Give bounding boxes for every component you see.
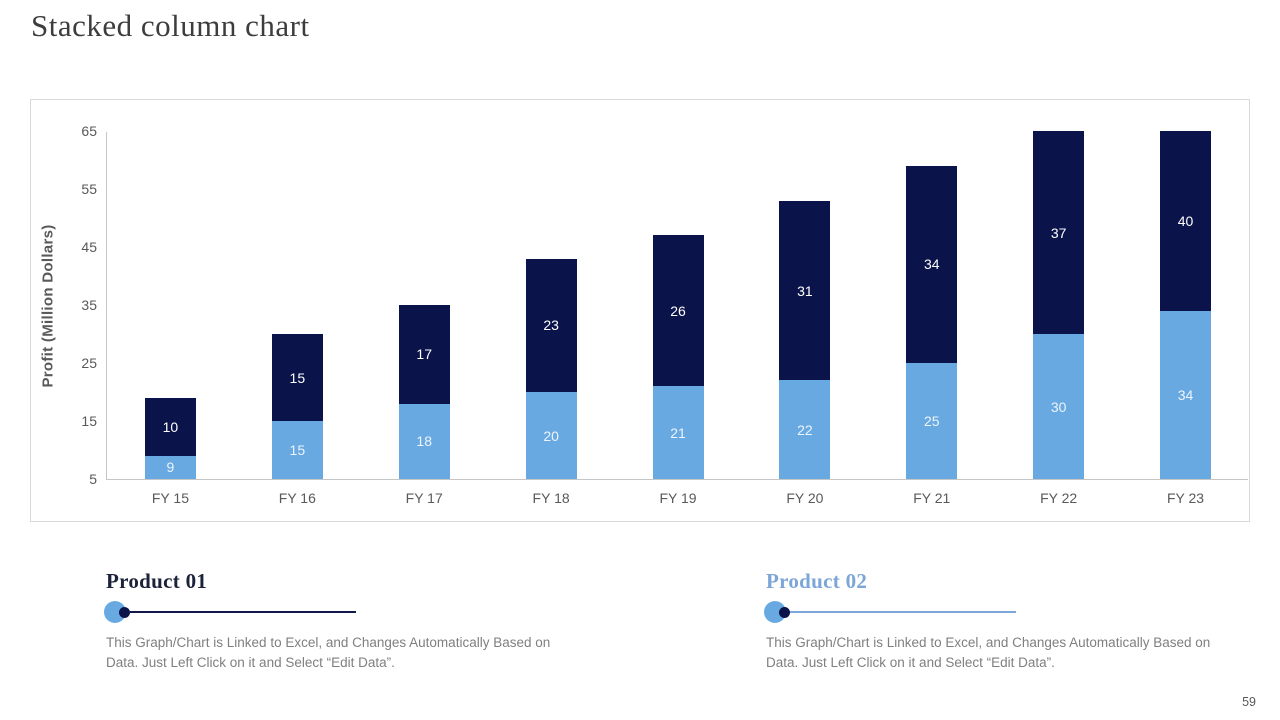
- legend-caption-product-01: This Graph/Chart is Linked to Excel, and…: [106, 635, 551, 670]
- legend-product-01: Product 01 This Graph/Chart is Linked to…: [104, 569, 566, 672]
- bar-segment-product-01: 34: [1160, 310, 1212, 479]
- y-tick-label: 25: [81, 355, 97, 371]
- x-tick-label: FY 16: [278, 490, 316, 506]
- stacked-column-chart[interactable]: Profit (Million Dollars) 5 15 25 35 45 55 65 9 1…: [30, 99, 1250, 522]
- x-tick-label: FY 23: [1166, 490, 1205, 506]
- legend-circle-icon: [764, 601, 786, 623]
- legend-title-product-01: Product 01: [106, 569, 208, 593]
- legend-marker-product-02: [764, 600, 1226, 624]
- bar-segment-product-01: 9: [144, 455, 196, 479]
- page-title: Stacked column chart: [31, 8, 310, 43]
- bar-segment-product-02: 37: [1033, 131, 1085, 334]
- legend-title-product-02: Product 02: [766, 569, 868, 593]
- legend-line: [130, 611, 356, 613]
- x-tick-label: FY 21: [913, 490, 951, 506]
- legend-dot-icon: [119, 606, 130, 618]
- y-tick-label: 35: [81, 297, 97, 313]
- bar-segment-product-01: 18: [398, 403, 450, 479]
- y-tick-label: 45: [81, 239, 97, 255]
- bar-segment-product-02: 23: [525, 258, 577, 392]
- x-tick-label: FY 17: [405, 490, 443, 506]
- bar-segment-product-02: 15: [271, 334, 323, 421]
- legend-circle-icon: [104, 601, 126, 623]
- bar-segment-product-01: 15: [271, 421, 323, 479]
- legend-marker-product-01: [104, 600, 566, 624]
- y-tick-label: 15: [81, 413, 97, 429]
- legend-caption-product-02: This Graph/Chart is Linked to Excel, and…: [766, 635, 1211, 670]
- y-tick-label: 65: [81, 123, 97, 139]
- bar-segment-product-01: 22: [779, 380, 831, 479]
- x-tick-label: FY 22: [1040, 490, 1078, 506]
- bar-segment-product-02: 17: [398, 305, 450, 404]
- bar-segment-product-01: 21: [652, 386, 704, 479]
- y-tick-label: 55: [81, 181, 97, 197]
- bar-segment-product-02: 31: [779, 200, 831, 381]
- x-tick-label: FY 18: [532, 490, 570, 506]
- bar-segment-product-01: 20: [525, 392, 577, 479]
- x-tick-label: FY 19: [659, 490, 697, 506]
- x-tick-label: FY 15: [151, 490, 189, 506]
- bar-segment-product-02: 26: [652, 235, 704, 387]
- x-tick-label: FY 20: [786, 490, 824, 506]
- bar-segment-product-02: 40: [1160, 131, 1212, 311]
- y-tick-label: 5: [89, 471, 97, 487]
- legend-line: [790, 611, 1016, 613]
- legend-dot-icon: [779, 606, 790, 618]
- bar-segment-product-01: 30: [1033, 334, 1085, 479]
- legend-product-02: Product 02 This Graph/Chart is Linked to…: [764, 569, 1226, 672]
- plot-area: 5 15 25 35 45 55 65 9 10 FY 15 15 15 FY 16 18 17 FY 17 2…: [81, 123, 1248, 506]
- bar-segment-product-02: 34: [906, 165, 958, 363]
- bar-segment-product-02: 10: [144, 397, 196, 456]
- bar-segment-product-01: 25: [906, 363, 958, 479]
- page-number: 59: [1242, 695, 1256, 709]
